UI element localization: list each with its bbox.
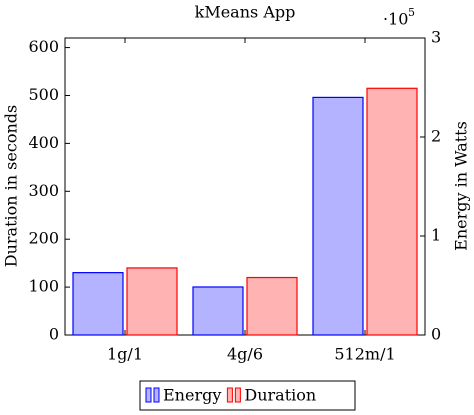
y2-tick-label: 0 [431,325,441,344]
x-tick-label: 512m/1 [334,345,395,364]
y-tick-label: 500 [28,85,59,104]
x-tick-label: 1g/1 [107,345,143,364]
chart-title: kMeans App [195,3,296,22]
legend-label: Duration [244,386,316,405]
y-tick-label: 0 [49,325,59,344]
y2-tick-label: 1 [431,226,441,245]
legend-label: Energy [163,386,221,405]
legend-swatch [226,387,233,403]
x-tick-label: 4g/6 [227,345,263,364]
y-tick-label: 400 [28,133,59,152]
y2-tick-label: 2 [431,127,441,146]
legend-swatch [153,387,160,403]
y2-tick-label: 3 [431,28,441,47]
bar [192,286,244,336]
legend-swatch [234,387,241,403]
y2-scale-base: ·10 [383,10,408,29]
bar [366,87,418,336]
bar [246,276,298,336]
legend-box [139,380,356,411]
bar [72,272,124,336]
y-tick-label: 100 [28,277,59,296]
y-tick-label: 600 [28,37,59,56]
y-tick-label: 300 [28,181,59,200]
y-tick-label: 200 [28,229,59,248]
legend-swatch [145,387,152,403]
y-axis-label: Duration in seconds [2,105,21,267]
y2-scale-exponent: 5 [408,6,415,19]
y2-axis-label: Energy in Watts [452,121,471,251]
bar [126,267,178,336]
bar [312,96,364,336]
